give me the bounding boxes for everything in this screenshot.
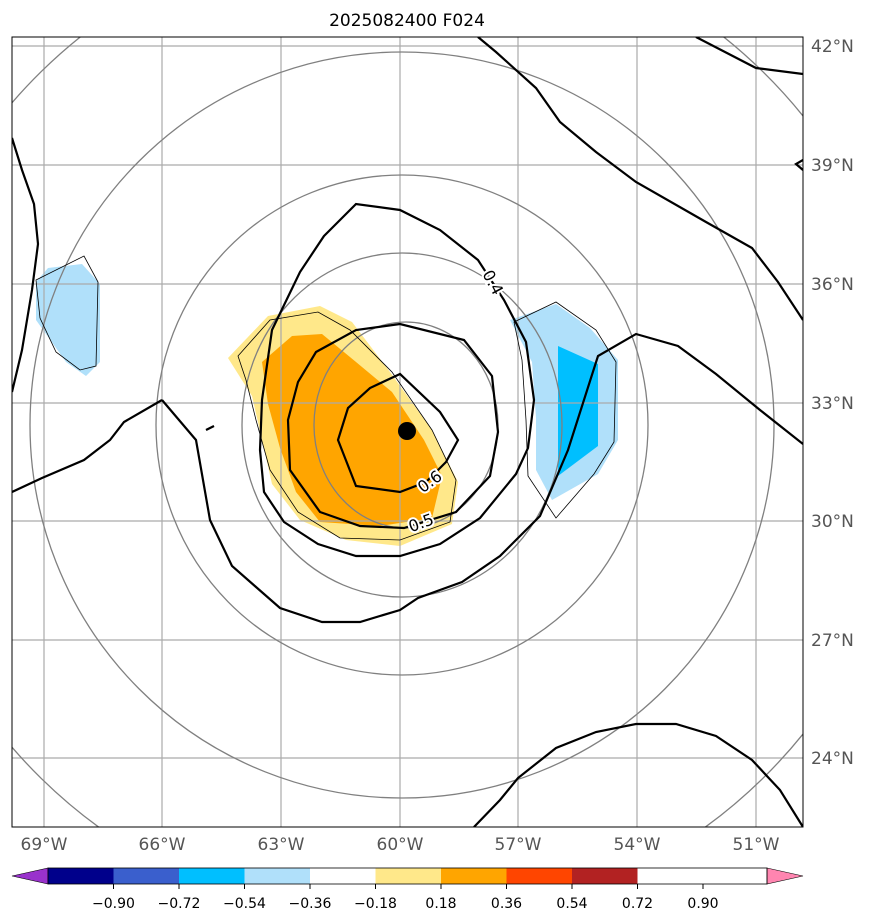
colorbar-tick-7: 0.36: [491, 896, 522, 912]
colorbar: −0.90 −0.72 −0.54 −0.36 −0.18 0.18 0.36 …: [11, 867, 804, 912]
colorbar-segment-2: [113, 868, 179, 884]
lat-label-27: 27°N: [811, 631, 854, 651]
contour-outer-south: [161, 332, 803, 624]
lon-label-51: 51°W: [733, 835, 780, 855]
colorbar-tick-6: 0.18: [425, 896, 456, 912]
colorbar-extend-min: [11, 867, 49, 885]
colorbar-segment-6: [375, 868, 441, 884]
lon-label-66: 66°W: [139, 835, 186, 855]
colorbar-tick-10: 0.90: [687, 896, 718, 912]
lon-label-60: 60°W: [377, 835, 424, 855]
lon-axis: 69°W 66°W 63°W 60°W 57°W 54°W 51°W: [21, 835, 780, 855]
colorbar-frame: [47, 867, 768, 885]
lon-label-63: 63°W: [258, 835, 305, 855]
colorbar-segment-7: [441, 868, 507, 884]
colorbar-tick-9: 0.72: [622, 896, 653, 912]
colorbar-segment-8: [506, 868, 572, 884]
negative-anomaly-west-light: [36, 264, 100, 376]
contour-small-mark: [205, 425, 215, 431]
positive-anomaly-orange: [262, 334, 442, 526]
colorbar-tick-1: −0.90: [92, 896, 135, 912]
contour-southeast: [473, 722, 803, 827]
contour-outer-southwest: [12, 399, 163, 493]
colorbar-segment-1: [48, 868, 114, 884]
colorbar-tick-4: −0.36: [289, 896, 332, 912]
contour-0.5: [286, 322, 500, 530]
lon-label-57: 57°W: [495, 835, 542, 855]
negative-anomaly-east-cyan: [558, 346, 598, 476]
lon-label-54: 54°W: [614, 835, 661, 855]
gray-ring-3: [155, 174, 649, 676]
colorbar-segment-9: [572, 868, 638, 884]
graticule: [12, 37, 803, 827]
map-title: 2025082400 F024: [329, 11, 485, 31]
map-frame: [11, 36, 804, 828]
storm-center-marker: [398, 422, 416, 440]
gray-ring-4: [29, 51, 775, 799]
lat-axis: 42°N 39°N 36°N 33°N 30°N 27°N 24°N: [811, 37, 854, 769]
colorbar-segment-5: [310, 868, 376, 884]
colorbar-tick-8: 0.54: [556, 896, 587, 912]
lat-label-36: 36°N: [811, 275, 854, 295]
colorbar-extend-max: [766, 867, 804, 885]
lat-label-39: 39°N: [811, 156, 854, 176]
contour-northeast: [695, 37, 803, 76]
contour-north: [477, 37, 803, 321]
lat-label-30: 30°N: [811, 512, 854, 532]
contour-west: [12, 137, 40, 393]
gray-ring-2: [241, 252, 563, 598]
colorbar-tick-3: −0.54: [223, 896, 266, 912]
colorbar-segment-4: [244, 868, 310, 884]
colorbar-tick-5: −0.18: [354, 896, 397, 912]
contour-0.4: [258, 202, 536, 558]
contour-0.6: [336, 372, 460, 494]
lon-label-69: 69°W: [21, 835, 68, 855]
black-contours: [12, 37, 803, 827]
lat-label-24: 24°N: [811, 749, 854, 769]
contour-edge-east: [794, 159, 803, 171]
colorbar-segment-3: [179, 868, 245, 884]
lat-label-42: 42°N: [811, 37, 854, 57]
lat-label-33: 33°N: [811, 394, 854, 414]
colorbar-tick-2: −0.72: [158, 896, 201, 912]
